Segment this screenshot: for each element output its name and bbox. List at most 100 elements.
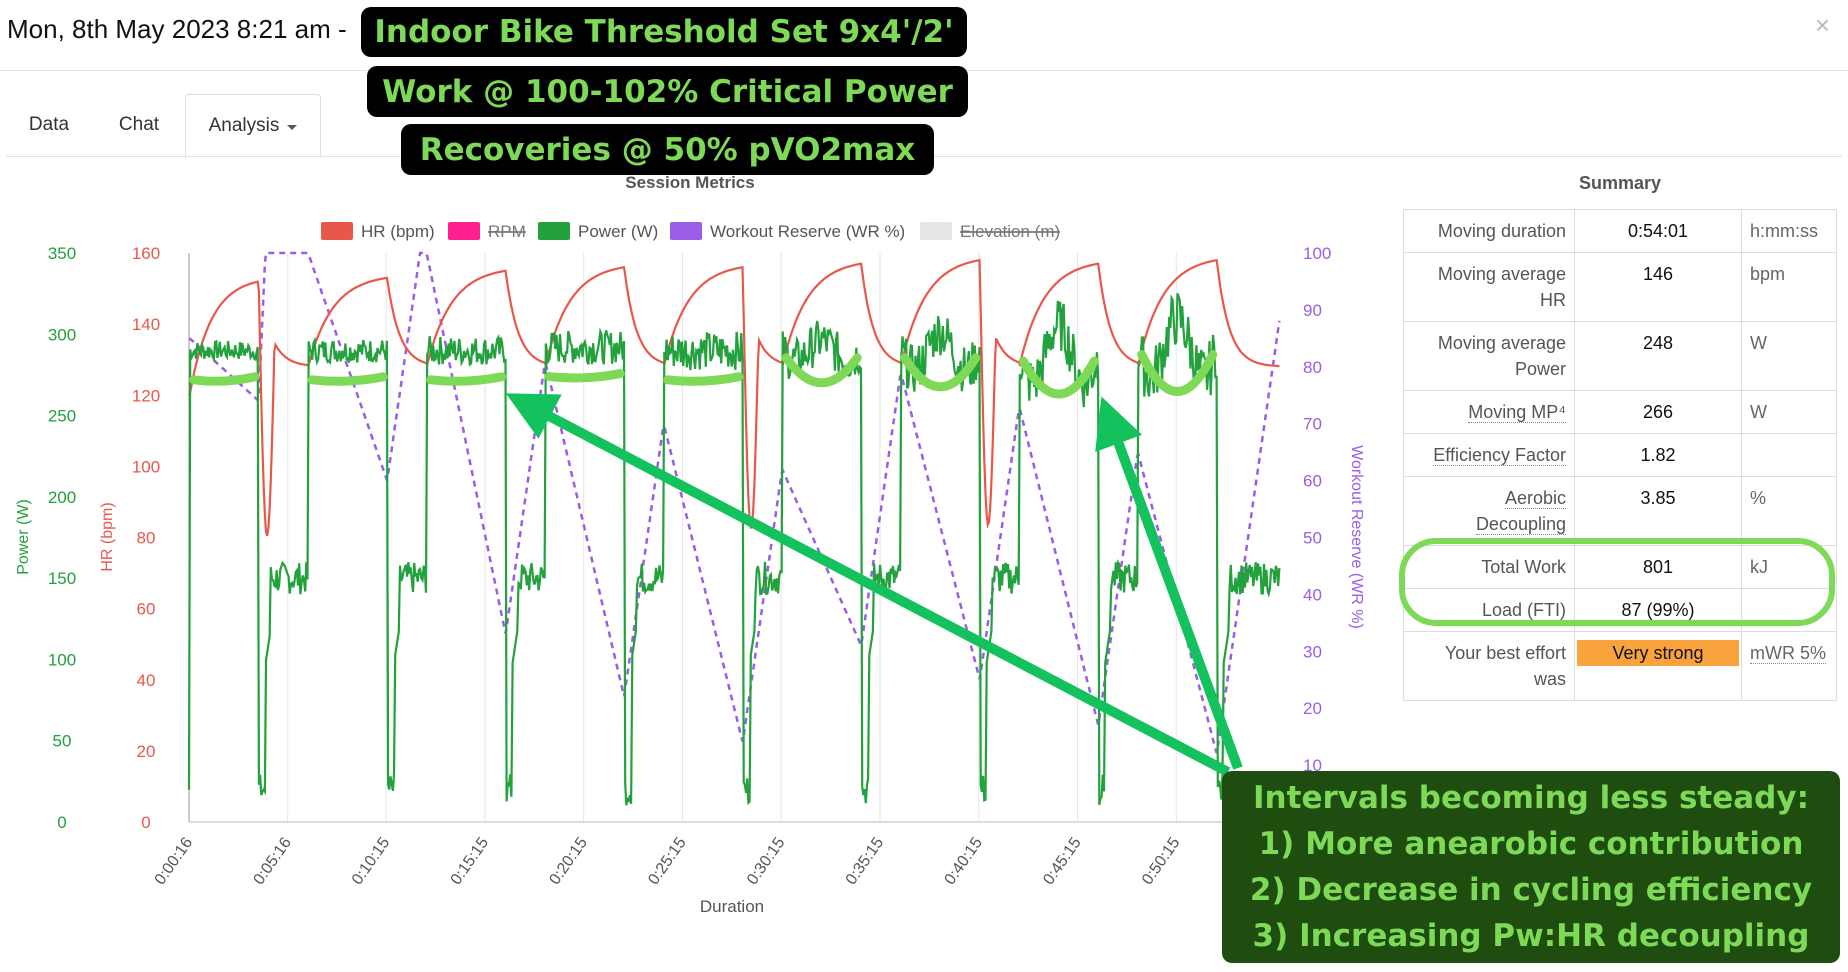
summary-value: 266 [1574,390,1742,434]
wr-tick-label: 10 [1303,756,1322,775]
power-tick-label: 200 [48,488,76,507]
arrow-to-interval-8 [1095,396,1243,770]
note-line: 2) Decrease in cycling efficiency [1249,872,1813,908]
summary-row: Aerobic Decoupling 3.85 % [1403,476,1837,546]
interval-highlight-stroke [781,353,862,388]
summary-title: Summary [1578,173,1662,193]
power-tick-label: 0 [57,813,66,832]
hr-tick-label: 100 [132,457,160,476]
chart-title: Session Metrics [625,173,755,192]
x-tick-label: 0:45:15 [1040,834,1085,888]
summary-row: Load (FTI) 87 (99%) [1403,588,1837,632]
tab-chat[interactable]: Chat [118,114,160,135]
summary-label[interactable]: Load (FTI) [1481,600,1566,621]
wr-tick-label: 40 [1303,585,1322,604]
summary-value: 87 (99%) [1574,588,1742,632]
interval-highlight-stroke [189,372,260,386]
summary-unit: kJ [1741,545,1837,589]
summary-value: 146 [1574,252,1742,322]
summary-label: Moving average HR [1403,252,1575,322]
summary-unit[interactable]: mWR 5% [1750,643,1826,664]
x-tick-label: 0:35:15 [843,834,888,888]
x-tick-label: 0:05:16 [250,834,295,888]
legend-label: HR (bpm) [361,222,435,241]
power-tick-label: 100 [48,650,76,669]
title-banner: Indoor Bike Threshold Set 9x4'/2' [361,7,967,57]
summary-row: Moving average Power 248 W [1403,321,1837,391]
summary-label: Moving duration [1403,209,1575,253]
summary-label[interactable]: Aerobic Decoupling [1475,488,1566,535]
summary-row: Moving duration 0:54:01 h:mm:ss [1403,209,1837,253]
recovery-banner: Recoveries @ 50% pVO2max [401,124,934,175]
legend-swatch [321,222,353,240]
tab-analysis-label: Analysis [208,115,280,136]
legend-swatch [448,222,480,240]
note-line: Intervals becoming less steady: [1253,780,1809,816]
summary-unit [1741,433,1837,477]
hr-tick-label: 20 [137,742,156,761]
work-banner: Work @ 100-102% Critical Power [367,66,968,117]
summary-row: Your best effort was Very strong mWR 5% [1403,631,1837,701]
power-series-line [187,293,1281,806]
x-tick-label: 0:40:15 [941,834,986,888]
wr-tick-label: 90 [1303,301,1322,320]
summary-unit: bpm [1741,252,1837,322]
wr-tick-label: 20 [1303,699,1322,718]
summary-value: 1.82 [1574,433,1742,477]
x-tick-label: 0:15:15 [448,834,493,888]
x-tick-label: 0:25:15 [645,834,690,888]
power-tick-label: 50 [53,732,72,751]
wr-tick-label: 80 [1303,358,1322,377]
summary-unit: h:mm:ss [1741,209,1837,253]
legend-label: Workout Reserve (WR %) [710,222,905,241]
x-tick-label: 0:00:16 [152,834,197,888]
wr-tick-label: 50 [1303,529,1322,548]
summary-label: Moving average Power [1403,321,1575,391]
hr-axis-title: HR (bpm) [99,502,116,571]
hr-tick-label: 0 [141,813,150,832]
x-tick-label: 0:10:15 [349,834,394,888]
hr-tick-label: 60 [137,600,156,619]
interval-highlight-stroke [663,372,744,386]
summary-table: Moving duration 0:54:01 h:mm:ss Moving a… [1403,209,1837,701]
arrow-to-interval-3 [505,393,1231,777]
chevron-down-icon [287,125,298,130]
hr-series-line [187,258,1280,537]
power-tick-label: 300 [48,325,76,344]
summary-label: Your best effort was [1403,631,1575,701]
interval-highlight-stroke [1137,350,1218,396]
wr-tick-label: 30 [1303,642,1322,661]
summary-unit: W [1741,390,1837,434]
x-tick-label: 0:30:15 [744,834,789,888]
summary-value: 3.85 [1574,476,1742,546]
hr-tick-label: 120 [132,386,160,405]
wr-series-line [188,251,1281,754]
tab-analysis[interactable]: Analysis [185,94,321,158]
power-tick-label: 150 [48,569,76,588]
legend-swatch [670,222,702,240]
close-icon[interactable]: × [1814,10,1830,40]
hr-tick-label: 160 [132,244,160,263]
interval-highlight-stroke [1018,356,1099,399]
hr-tick-label: 40 [137,671,156,690]
summary-row: Moving MP⁴ 266 W [1403,390,1837,434]
interval-highlight-stroke [900,353,981,392]
summary-row: Total Work 801 kJ [1403,545,1837,589]
wr-tick-label: 60 [1303,472,1322,491]
note-line: 3) Increasing Pw:HR decoupling [1252,918,1810,954]
summary-unit: W [1741,321,1837,391]
wr-tick-label: 100 [1303,244,1331,263]
summary-label[interactable]: Efficiency Factor [1433,445,1566,466]
summary-row: Efficiency Factor 1.82 [1403,433,1837,477]
x-tick-label: 0:20:15 [546,834,591,888]
summary-label[interactable]: Moving MP⁴ [1468,402,1566,423]
wr-axis-title: Workout Reserve (WR %) [1348,445,1365,629]
legend-swatch [538,222,570,240]
summary-unit: % [1741,476,1837,546]
tab-data[interactable]: Data [28,114,70,135]
interval-highlight-stroke [307,372,388,386]
summary-unit [1741,588,1837,632]
wr-tick-label: 70 [1303,415,1322,434]
effort-badge: Very strong [1577,640,1739,666]
